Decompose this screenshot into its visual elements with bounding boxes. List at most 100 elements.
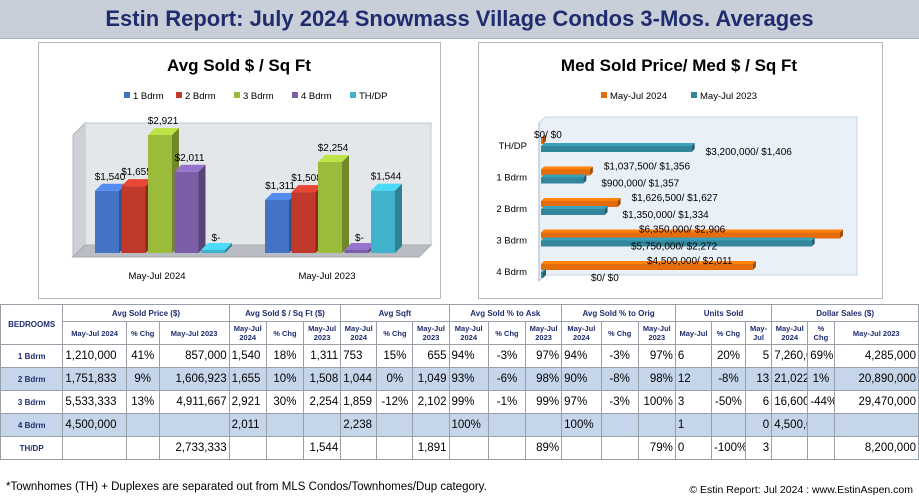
chart1-bar-front: [174, 171, 199, 253]
group-header: Avg Sold % to Orig: [561, 304, 676, 322]
chart2-bar: [541, 198, 621, 207]
table-cell: 20%: [711, 344, 746, 368]
chart2-title: Med Sold Price/ Med $ / Sq Ft: [561, 56, 797, 75]
chart1-data-label: $2,254: [318, 143, 349, 154]
chart1-bar: [265, 193, 296, 253]
table-cell: [158, 413, 230, 437]
footnote: *Townhomes (TH) + Duplexes are separated…: [6, 481, 487, 493]
table-cell: [487, 436, 527, 460]
chart1-bar-front: [265, 200, 289, 253]
table-cell: 3: [674, 390, 713, 414]
chart2-data-label-2023: $0/ $0: [591, 273, 619, 284]
sub-header: % Chg: [265, 321, 305, 345]
chart2-bar-front: [541, 169, 590, 176]
median-sold-price-chart-panel: Med Sold Price/ Med $ / Sq Ft May-Jul 202…: [478, 42, 883, 299]
table-cell: 5: [744, 344, 773, 368]
table-cell: 90%: [561, 367, 602, 391]
table-cell: 94%: [561, 344, 602, 368]
sub-header: % Chg: [600, 321, 639, 345]
bedrooms-header: BEDROOMS: [0, 304, 64, 345]
table-cell: 9%: [125, 367, 160, 391]
table-cell: 18%: [265, 344, 305, 368]
table-cell: 0: [744, 413, 773, 437]
sub-header: May-Jul 2023: [158, 321, 230, 345]
chart1-data-label: $-: [212, 233, 221, 244]
table-cell: 99%: [525, 390, 563, 414]
table-cell: 857,000: [158, 344, 230, 368]
chart1-legend-label: 1 Bdrm: [133, 91, 164, 102]
chart2-data-label-2023: $1,350,000/ $1,334: [623, 210, 710, 221]
chart2-bar-side: [543, 269, 546, 278]
table-cell: 98%: [637, 367, 676, 391]
table-row: 2 Bdrm 1,751,833 9% 1,606,923 1,655 10% 1,508 1…: [0, 367, 919, 391]
table-row: 4 Bdrm 4,500,000 2,011 2,238 100% 100% 1 0 4,500…: [0, 413, 919, 437]
table-cell: 1,655: [228, 367, 267, 391]
chart1-bar-front: [95, 190, 119, 253]
table-cell: 1: [674, 413, 713, 437]
table-cell: -12%: [376, 390, 414, 414]
stats-table: BEDROOMS Avg Sold Price ($) Avg Sold $ / S…: [0, 304, 919, 460]
chart2-bar-top: [541, 198, 621, 201]
table-cell: 4,500,000: [771, 413, 809, 437]
chart1-category-label: May-Jul 2023: [298, 271, 355, 282]
chart1-bar-top: [148, 127, 179, 135]
table-cell: [807, 436, 835, 460]
chart1-legend-swatch: [234, 92, 240, 98]
table-cell: 753: [340, 344, 378, 368]
group-header: Avg Sold Price ($): [62, 304, 230, 322]
table-cell: -1%: [487, 390, 527, 414]
chart2-legend-swatch: [691, 92, 697, 98]
chart2-bar-front: [541, 138, 543, 144]
table-cell: 1,044: [340, 367, 378, 391]
chart2-bar: [541, 237, 815, 247]
chart1-bar-top: [95, 183, 126, 191]
chart2-legend-label: May-Jul 2023: [700, 91, 757, 102]
chart2-bar-top: [541, 237, 815, 241]
chart1-bar-front: [371, 190, 395, 253]
table-cell: 12: [674, 367, 713, 391]
table-cell: [448, 436, 489, 460]
chart2-data-label-2024: $4,500,000/ $2,011: [647, 256, 733, 267]
table-cell: 4,285,000: [833, 344, 919, 368]
chart2-bar: [541, 206, 608, 215]
chart2-bar-front: [541, 209, 605, 215]
chart2-data-label-2024: $0/ $0: [534, 130, 562, 141]
table-cell: 1,508: [303, 367, 342, 391]
table-cell: 100%: [448, 413, 489, 437]
group-header: Avg Sold $ / Sq Ft ($): [228, 304, 342, 322]
table-cell: 1,540: [228, 344, 267, 368]
group-header: Dollar Sales ($): [771, 304, 919, 322]
table-cell: [376, 436, 414, 460]
chart2-bar-side: [604, 206, 608, 215]
chart2-bar-top: [541, 229, 843, 233]
table-cell: 30%: [265, 390, 305, 414]
chart1-bar-front: [201, 250, 225, 253]
table-cell: 1,311: [303, 344, 342, 368]
chart1-data-label: $1,508: [291, 173, 322, 184]
chart1-bar-top: [201, 243, 232, 250]
sub-header: May-Jul 2023: [637, 321, 676, 345]
table-cell: [600, 413, 639, 437]
table-cell: 98%: [525, 367, 563, 391]
table-cell: 10%: [265, 367, 305, 391]
chart2-bar-top: [541, 261, 756, 264]
chart1-bar-side: [342, 154, 349, 253]
table-cell: [376, 413, 414, 437]
table-cell: 29,470,000: [833, 390, 919, 414]
chart2-bar-front: [541, 240, 812, 247]
table-cell: [600, 436, 639, 460]
chart1-bar-front: [344, 250, 369, 253]
table-cell: 20,890,000: [833, 367, 919, 391]
chart1-legend-swatch: [350, 92, 356, 98]
chart2-bar-side: [583, 174, 587, 184]
chart1-legend-swatch: [124, 92, 130, 98]
group-header: Avg Sold % to Ask: [448, 304, 563, 322]
chart1-bar: [291, 185, 323, 253]
chart1-data-label: $1,540: [95, 172, 126, 183]
table-cell: 1,859: [340, 390, 378, 414]
table-cell: 1,544: [303, 436, 342, 460]
table-cell: 2,733,333: [158, 436, 230, 460]
table-cell: 6: [674, 344, 713, 368]
chart2-data-label-2023: $3,200,000/ $1,406: [706, 147, 793, 158]
chart2-category-label: 1 Bdrm: [496, 173, 527, 184]
